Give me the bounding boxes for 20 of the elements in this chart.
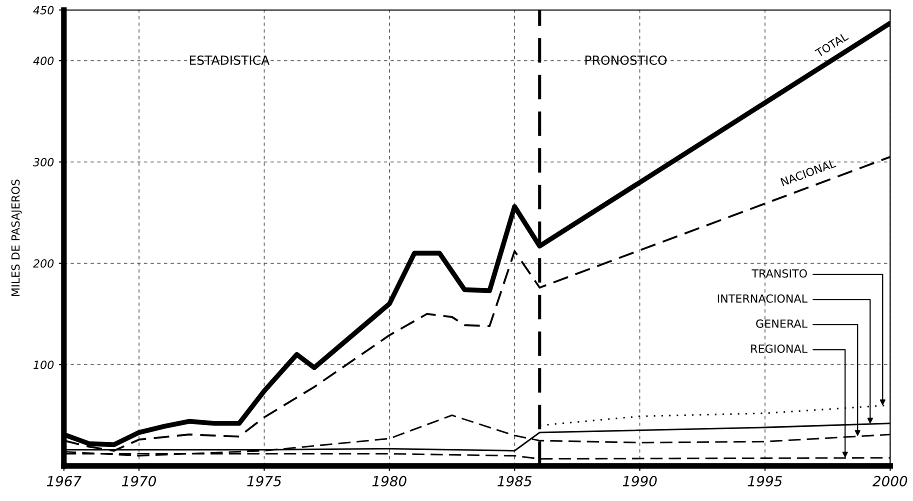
y-axis-title: MILES DE PASAJEROS [11, 180, 22, 296]
text: TRANSITO [752, 269, 807, 278]
x-tick-label: 1967 [46, 476, 82, 486]
x-tick-label: 1990 [622, 476, 657, 486]
x-tick-label: 1995 [748, 476, 782, 486]
text: GENERAL [756, 319, 808, 328]
text: REGIONAL [751, 344, 808, 353]
x-tick-label: 2000 [872, 476, 908, 486]
x-tick-label: 1975 [247, 476, 282, 486]
y-tick-label: 100 [34, 360, 54, 369]
y-tick-label: 400 [33, 56, 54, 66]
text: INTERNACIONAL [718, 294, 808, 303]
x-tick-label: 1980 [372, 476, 406, 486]
annotation: ESTADISTICA [190, 55, 270, 65]
x-tick-label: 1970 [122, 476, 156, 486]
y-tick-label: 300 [33, 158, 54, 166]
x-tick-label: 1985 [498, 476, 532, 486]
y-tick-label: 200 [33, 259, 54, 268]
annotation: PRONOSTICO [585, 55, 667, 65]
y-tick-label: 450 [33, 6, 54, 14]
